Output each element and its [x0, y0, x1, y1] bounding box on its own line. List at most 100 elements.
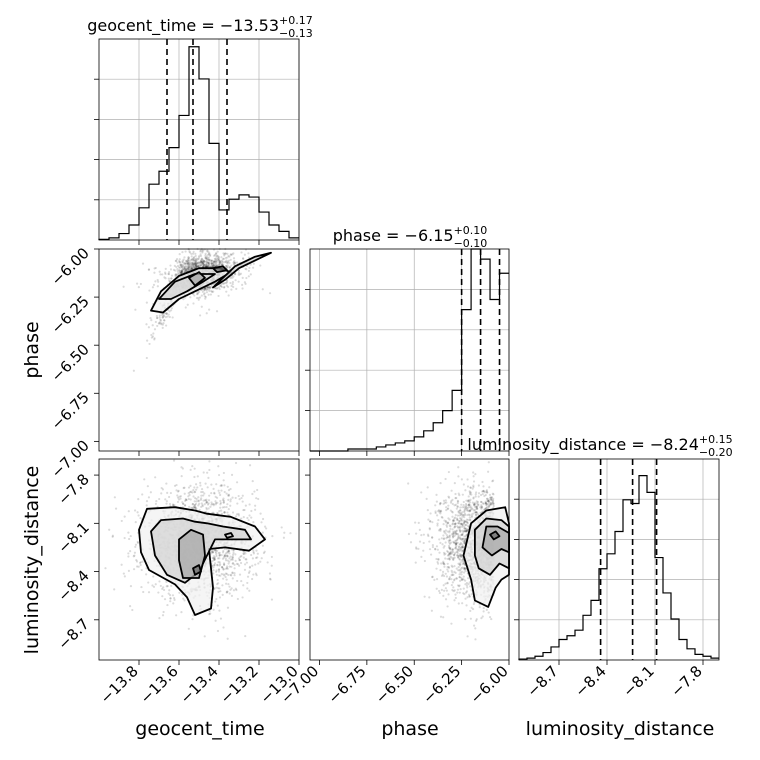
sample-point [226, 606, 230, 609]
sample-point [207, 261, 210, 265]
sample-point [190, 266, 193, 269]
sample-point [192, 265, 196, 268]
sample-point [459, 506, 462, 509]
sample-point [211, 290, 214, 294]
sample-point [187, 262, 190, 265]
sample-point [261, 531, 264, 534]
sample-point [172, 459, 176, 462]
sample-point [158, 316, 161, 319]
sample-point [195, 296, 199, 300]
sample-point [221, 593, 224, 596]
sample-point [208, 260, 211, 263]
sample-point [205, 258, 208, 261]
sample-point [263, 550, 266, 553]
sample-point [224, 252, 227, 255]
sample-point [247, 519, 250, 522]
sample-point [161, 326, 164, 329]
sample-point [155, 500, 158, 503]
sample-point [195, 264, 198, 268]
sample-point [207, 250, 210, 253]
sample-point [269, 578, 272, 581]
sample-point [228, 261, 231, 265]
sample-point [474, 473, 477, 476]
sample-point [423, 559, 426, 563]
histogram-bin-luminosity-distance-6 [567, 636, 575, 660]
sample-point [206, 286, 209, 289]
sample-point [218, 596, 222, 599]
sample-point [471, 607, 475, 611]
sample-point [225, 290, 228, 293]
sample-point [158, 497, 161, 501]
sample-point [204, 256, 207, 259]
sample-point [191, 264, 194, 267]
sample-point [134, 543, 138, 546]
sample-point [433, 578, 436, 581]
sample-point [232, 275, 235, 278]
sample-point [221, 499, 225, 502]
histogram-bin-luminosity-distance-15 [639, 476, 647, 660]
sample-point [453, 565, 456, 568]
sample-point [114, 507, 118, 510]
sample-point [437, 529, 441, 532]
sample-point [205, 501, 208, 504]
sample-point [199, 481, 202, 484]
sample-point [221, 261, 225, 264]
sample-point [189, 261, 192, 264]
sample-point [227, 259, 231, 262]
sample-point [459, 564, 462, 567]
sample-point [214, 262, 217, 265]
sample-point [228, 592, 231, 595]
sample-point [220, 489, 223, 492]
sample-point [407, 482, 410, 485]
sample-point [201, 262, 205, 265]
sample-point [468, 493, 472, 496]
sample-point [232, 261, 235, 264]
sample-point [199, 260, 202, 264]
sample-point [134, 521, 137, 524]
sample-point [210, 262, 213, 265]
sample-point [246, 516, 249, 520]
sample-point [216, 557, 220, 560]
sample-point [210, 259, 213, 263]
sample-point [251, 480, 254, 483]
sample-point [180, 475, 183, 478]
sample-point [170, 584, 173, 587]
sample-point [151, 286, 155, 289]
sample-point [237, 512, 240, 516]
sample-point [113, 588, 116, 591]
sample-point [165, 482, 168, 485]
sample-point [132, 369, 135, 372]
sample-point [243, 281, 246, 284]
sample-point [137, 286, 140, 289]
sample-point [464, 597, 467, 600]
sample-point [225, 284, 229, 287]
sample-point [197, 296, 200, 300]
sample-point [201, 505, 204, 508]
sample-point [196, 486, 199, 489]
sample-point [215, 252, 218, 255]
sample-point [466, 478, 469, 481]
sample-point [158, 580, 161, 583]
sample-point [224, 567, 228, 570]
sample-point [214, 600, 217, 603]
sample-point [426, 533, 430, 536]
sample-point [184, 504, 187, 507]
sample-point [195, 500, 198, 503]
sample-point [222, 286, 226, 289]
sample-point [202, 264, 205, 267]
sample-point [181, 263, 184, 267]
sample-point [459, 537, 462, 540]
sample-point [223, 505, 226, 509]
sample-point [217, 264, 220, 267]
sample-point [240, 554, 243, 558]
sample-point [174, 269, 177, 272]
sample-point [213, 564, 216, 567]
sample-point [192, 258, 195, 262]
sample-point [158, 322, 161, 325]
sample-point [234, 273, 237, 276]
sample-point [199, 259, 203, 262]
sample-point [262, 551, 266, 555]
sample-point [245, 276, 248, 280]
sample-point [182, 486, 185, 490]
sample-point [220, 572, 223, 576]
